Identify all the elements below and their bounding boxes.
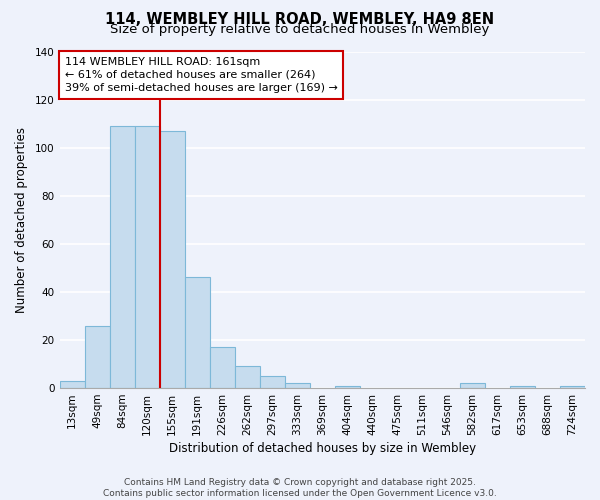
X-axis label: Distribution of detached houses by size in Wembley: Distribution of detached houses by size … [169,442,476,455]
Bar [460,384,485,388]
Bar [110,126,134,388]
Bar [335,386,360,388]
Bar [59,381,85,388]
Bar [510,386,535,388]
Text: 114 WEMBLEY HILL ROAD: 161sqm
← 61% of detached houses are smaller (264)
39% of : 114 WEMBLEY HILL ROAD: 161sqm ← 61% of d… [65,56,338,93]
Text: Contains HM Land Registry data © Crown copyright and database right 2025.
Contai: Contains HM Land Registry data © Crown c… [103,478,497,498]
Bar [209,347,235,388]
Text: Size of property relative to detached houses in Wembley: Size of property relative to detached ho… [110,22,490,36]
Text: 114, WEMBLEY HILL ROAD, WEMBLEY, HA9 8EN: 114, WEMBLEY HILL ROAD, WEMBLEY, HA9 8EN [106,12,494,28]
Bar [185,278,209,388]
Y-axis label: Number of detached properties: Number of detached properties [15,127,28,313]
Bar [134,126,160,388]
Bar [285,384,310,388]
Bar [235,366,260,388]
Bar [85,326,110,388]
Bar [160,131,185,388]
Bar [260,376,285,388]
Bar [560,386,585,388]
